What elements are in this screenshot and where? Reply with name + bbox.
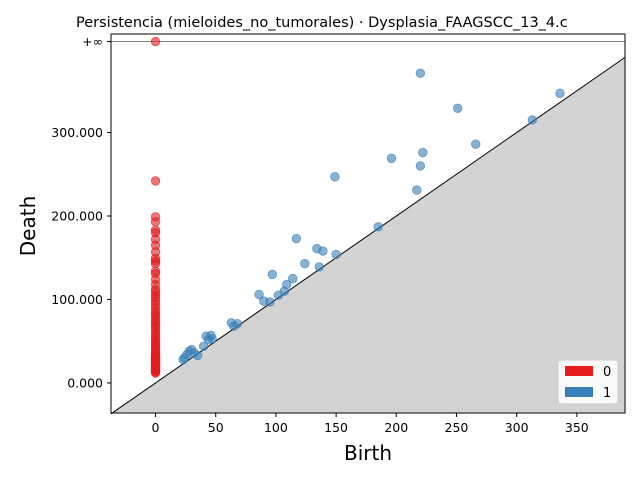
point-h1-20 [254, 289, 264, 300]
point-h0-0 [150, 36, 161, 47]
legend-swatch-h0 [565, 366, 593, 376]
point-h1-7 [415, 161, 426, 171]
legend: 0 1 [557, 359, 619, 405]
legend-swatch-h1 [565, 387, 593, 397]
point-h1-13 [318, 246, 328, 256]
point-h1-22 [273, 290, 284, 300]
x-tick-label-350: 350 [565, 420, 589, 435]
x-tick-label-100: 100 [264, 420, 288, 435]
y-tick-label-100: 100.000 [51, 292, 103, 307]
point-h0-63 [150, 357, 161, 367]
y-axis-label: Death [16, 196, 40, 256]
x-axis-label: Birth [344, 441, 392, 465]
point-h1-18 [288, 273, 298, 284]
x-tick-label-200: 200 [384, 420, 408, 435]
x-tick-label-300: 300 [505, 420, 529, 435]
point-h1-8 [330, 172, 340, 182]
point-h1-5 [418, 147, 428, 158]
point-h1-11 [291, 233, 302, 244]
point-h1-16 [300, 258, 310, 269]
y-tick-label-200: 200.000 [51, 208, 103, 223]
legend-label-h0: 0 [603, 365, 611, 380]
point-h0-1 [150, 176, 161, 186]
y-tick-label-0: 0.000 [67, 375, 103, 390]
point-h0-57 [150, 368, 161, 378]
point-h1-15 [267, 269, 278, 280]
point-h1-1 [452, 103, 463, 113]
point-h1-6 [386, 153, 397, 164]
point-h1-17 [314, 262, 324, 272]
point-h1-10 [373, 222, 383, 232]
point-h1-14 [331, 249, 341, 260]
x-tick-label-150: 150 [324, 420, 348, 435]
point-h1-0 [415, 68, 426, 78]
point-h1-2 [555, 88, 565, 98]
point-h1-32 [198, 341, 209, 351]
x-tick-label-250: 250 [445, 420, 469, 435]
y-tick-label-infinity: +∞ [82, 34, 103, 49]
y-tick-label-300: 300.000 [51, 125, 103, 140]
x-tick-label-50: 50 [208, 420, 224, 435]
point-h1-38 [192, 350, 203, 361]
point-h1-24 [265, 297, 275, 307]
chart-title: Persistencia (mieloides_no_tumorales) · … [76, 15, 568, 31]
point-h1-9 [412, 185, 422, 195]
point-h1-4 [471, 139, 481, 149]
point-h1-3 [527, 115, 538, 125]
point-h1-31 [203, 334, 214, 345]
point-h0-3 [150, 217, 161, 227]
legend-label-h1: 1 [603, 386, 611, 401]
point-h1-39 [178, 354, 188, 365]
point-h1-27 [229, 321, 239, 331]
x-tick-label-0: 0 [152, 420, 160, 435]
plot-frame [110, 33, 626, 414]
diagonal-region [111, 57, 625, 413]
